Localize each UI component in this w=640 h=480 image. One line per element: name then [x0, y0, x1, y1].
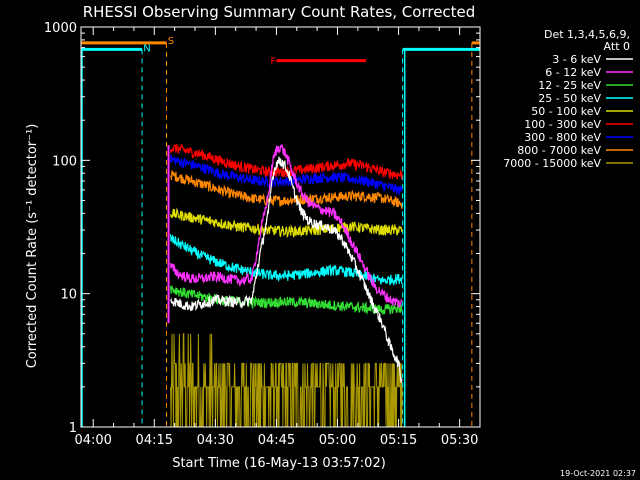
x-tick-label: 05:00	[319, 433, 356, 448]
legend-label: 100 - 300 keV	[524, 118, 601, 131]
legend-header-line-1: Det 1,3,4,5,6,9,	[544, 28, 630, 41]
x-axis-label: Start Time (16-May-13 03:57:02)	[172, 456, 386, 471]
series-line	[170, 170, 403, 210]
instrument-bars	[81, 41, 480, 427]
x-tick-label: 04:45	[258, 433, 295, 448]
x-tick-label: 04:00	[74, 433, 111, 448]
flag-label: N	[143, 44, 150, 55]
series-line	[170, 285, 403, 316]
flag-label: S	[168, 36, 174, 47]
render-timestamp: 19-Oct-2021 02:37	[560, 469, 636, 478]
chart-title: RHESSI Observing Summary Count Rates, Co…	[83, 3, 476, 21]
plot-frame	[80, 26, 481, 428]
legend-label: 25 - 50 keV	[538, 92, 601, 105]
legend-label: 6 - 12 keV	[545, 66, 601, 79]
y-axis: 1 10 100 1000	[44, 21, 480, 436]
legend-label: 50 - 100 keV	[531, 105, 601, 118]
legend-label: 3 - 6 keV	[552, 53, 601, 66]
series-line	[170, 207, 403, 239]
legend-label: 300 - 800 keV	[524, 131, 601, 144]
legend-label: 12 - 25 keV	[538, 79, 601, 92]
y-axis-label: Corrected Count Rate (s⁻¹ detector⁻¹)	[25, 124, 40, 369]
legend-label: 7000 - 15000 keV	[503, 157, 601, 170]
series-lines	[167, 143, 403, 428]
x-tick-label: 04:30	[197, 433, 234, 448]
x-tick-label: 05:15	[380, 433, 417, 448]
y-tick-label: 100	[52, 154, 77, 169]
series-line	[170, 156, 403, 383]
flag-label: F	[270, 57, 276, 68]
series-line	[170, 144, 403, 308]
legend-label: 800 - 7000 keV	[517, 144, 601, 157]
series-line	[170, 333, 403, 428]
y-tick-label: 10	[60, 288, 77, 303]
series-line	[170, 234, 403, 286]
x-tick-label: 04:15	[136, 433, 173, 448]
series-line	[170, 143, 403, 180]
legend-header-line-2: Att 0	[604, 40, 630, 53]
x-tick-label: 05:30	[441, 433, 478, 448]
x-axis: 04:00 04:15 04:30 04:45 05:00 05:15 05:30	[74, 27, 481, 448]
y-tick-label: 1000	[44, 21, 77, 36]
flag-annotations: S N F	[143, 36, 276, 68]
y-tick-label: 1	[69, 421, 77, 436]
